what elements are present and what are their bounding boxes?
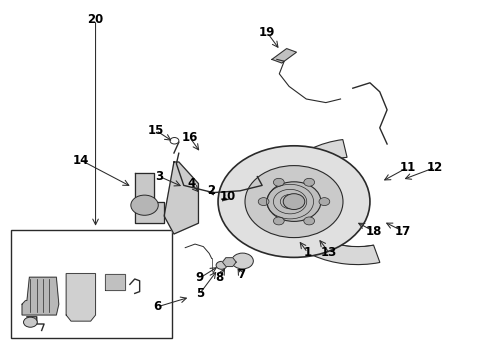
Circle shape xyxy=(267,182,321,221)
Circle shape xyxy=(232,253,253,269)
Text: 5: 5 xyxy=(196,287,204,300)
Circle shape xyxy=(258,198,269,206)
Text: 15: 15 xyxy=(147,124,164,137)
Circle shape xyxy=(170,138,179,144)
Circle shape xyxy=(283,194,305,210)
Text: 7: 7 xyxy=(237,268,245,281)
Text: 11: 11 xyxy=(399,161,416,174)
Circle shape xyxy=(304,217,315,225)
Polygon shape xyxy=(22,277,59,315)
Circle shape xyxy=(216,261,227,269)
Text: 9: 9 xyxy=(196,271,204,284)
Polygon shape xyxy=(272,49,296,63)
Circle shape xyxy=(131,195,158,215)
Text: 20: 20 xyxy=(87,13,104,26)
Text: 6: 6 xyxy=(154,300,162,313)
Circle shape xyxy=(218,146,370,257)
Text: 8: 8 xyxy=(216,271,223,284)
Polygon shape xyxy=(222,258,236,266)
Circle shape xyxy=(24,317,37,327)
Polygon shape xyxy=(105,274,125,290)
Circle shape xyxy=(273,178,284,186)
Text: 4: 4 xyxy=(187,177,195,190)
Text: 14: 14 xyxy=(73,154,89,167)
Text: 16: 16 xyxy=(182,131,198,144)
Wedge shape xyxy=(272,140,380,265)
Circle shape xyxy=(319,198,330,206)
Circle shape xyxy=(245,166,343,238)
Circle shape xyxy=(304,178,315,186)
Bar xyxy=(11,230,172,338)
Text: 12: 12 xyxy=(427,161,443,174)
Text: 19: 19 xyxy=(259,26,275,39)
Text: 18: 18 xyxy=(365,225,382,238)
Text: 1: 1 xyxy=(304,246,312,259)
Polygon shape xyxy=(66,274,96,321)
Text: 10: 10 xyxy=(220,190,236,203)
Text: 17: 17 xyxy=(394,225,411,238)
Text: 2: 2 xyxy=(207,184,215,197)
Polygon shape xyxy=(164,162,198,234)
Polygon shape xyxy=(135,173,164,223)
Circle shape xyxy=(273,217,284,225)
Text: 13: 13 xyxy=(321,246,338,259)
Text: 3: 3 xyxy=(155,170,163,183)
